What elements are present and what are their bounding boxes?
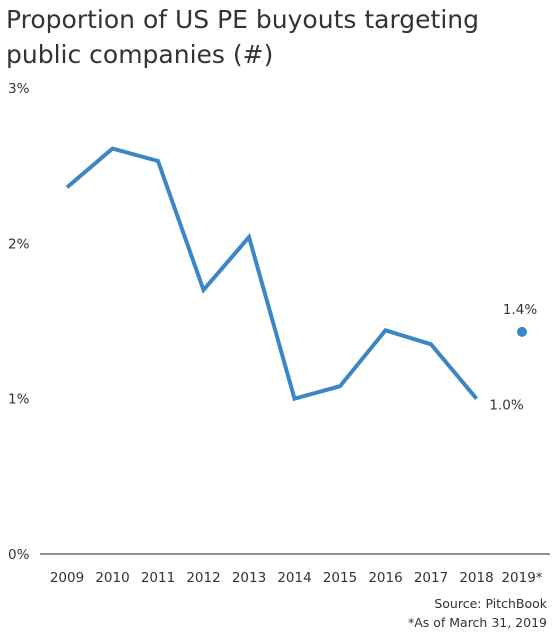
- data-label: 1.0%: [489, 398, 523, 414]
- y-tick-label: 0%: [8, 547, 30, 563]
- x-tick-label: 2011: [141, 570, 175, 586]
- x-tick-label: 2018: [459, 570, 493, 586]
- series-line: [65, 146, 479, 402]
- x-axis-ticks: 2009 2010 2011 2012 2013 2014 2015 2016 2017 2018…: [50, 570, 543, 586]
- x-tick-label: 2015: [323, 570, 357, 586]
- x-tick-label: 2016: [368, 570, 402, 586]
- title-line-2: public companies (#): [6, 40, 274, 69]
- x-tick-label: 2010: [95, 570, 129, 586]
- title-line-1: Proportion of US PE buyouts targeting: [6, 5, 480, 34]
- series-group: [65, 146, 527, 402]
- y-tick-label: 1%: [8, 392, 30, 408]
- chart-title: Proportion of US PE buyouts targeting pu…: [6, 2, 551, 72]
- x-tick-label: 2009: [50, 570, 84, 586]
- x-tick-label: 2014: [277, 570, 311, 586]
- y-tick-label: 2%: [8, 236, 30, 252]
- x-tick-label: 2013: [232, 570, 266, 586]
- data-label: 1.4%: [503, 302, 537, 318]
- x-tick-label: 2012: [186, 570, 220, 586]
- x-tick-label: 2017: [414, 570, 448, 586]
- source-note: Source: PitchBook: [434, 596, 547, 611]
- y-axis-ticks: 0% 1% 2% 3%: [8, 81, 30, 563]
- data-point: [517, 326, 527, 337]
- data-labels: 1.0% 1.4%: [489, 302, 537, 414]
- y-tick-label: 3%: [8, 81, 30, 97]
- x-tick-label: 2019*: [501, 570, 542, 586]
- footnote: *As of March 31, 2019: [407, 615, 547, 630]
